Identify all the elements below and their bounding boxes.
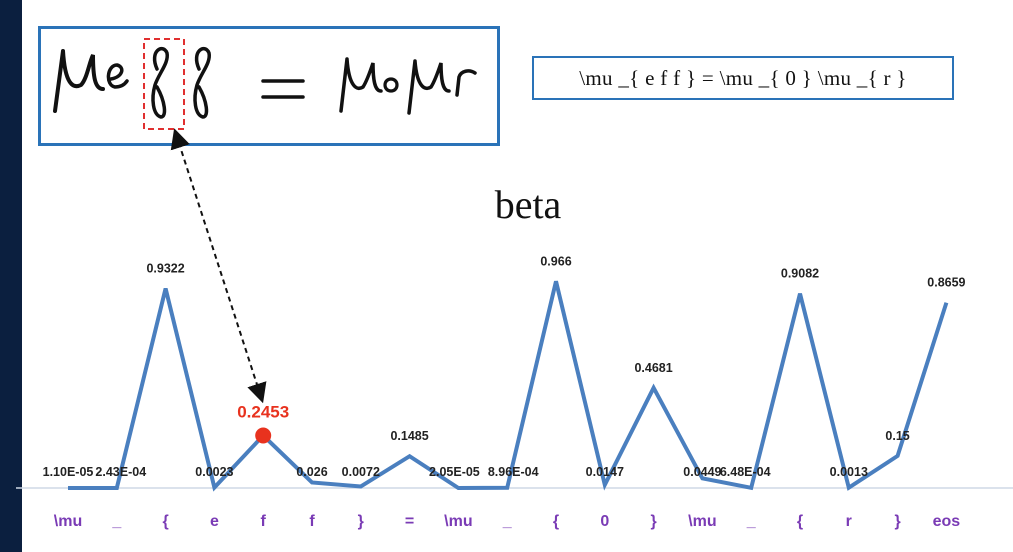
data-label: 6.48E-04: [720, 465, 771, 479]
chart-title: beta: [495, 182, 562, 227]
data-label: 2.05E-05: [429, 465, 480, 479]
x-tick-label: _: [111, 513, 122, 530]
data-label: 0.8659: [927, 276, 965, 290]
x-tick-label: e: [210, 513, 219, 530]
x-tick-label: f: [261, 513, 267, 530]
x-tick-label: }: [894, 513, 900, 530]
x-tick-label: =: [405, 513, 414, 530]
x-tick-label: }: [650, 513, 656, 530]
data-label: 0.9322: [146, 262, 184, 276]
x-tick-label: _: [746, 513, 757, 530]
data-label: 0.0449: [683, 465, 721, 479]
x-tick-label: \mu: [444, 513, 472, 530]
left-edge-bar: [0, 0, 22, 552]
data-label: 0.0013: [830, 465, 868, 479]
x-tick-label: f: [309, 513, 315, 530]
handwritten-formula-box: [38, 26, 500, 146]
data-label: 0.1485: [390, 429, 428, 443]
x-tick-label: eos: [933, 513, 961, 530]
handwritten-formula-image: [53, 38, 477, 130]
data-label: 0.4681: [634, 361, 672, 375]
link-arrow: [170, 128, 267, 404]
highlight-dashed-box: [143, 38, 185, 130]
latex-text: \mu _{ e f f } = \mu _{ 0 } \mu _{ r }: [579, 65, 907, 90]
x-tick-label: {: [797, 513, 803, 530]
data-label: 0.966: [540, 254, 571, 268]
highlight-point: [255, 427, 272, 444]
data-label: 0.0023: [195, 465, 233, 479]
x-tick-label: \mu: [54, 513, 82, 530]
data-label: 0.2453: [237, 403, 289, 422]
data-label: 8.96E-04: [488, 465, 539, 479]
x-tick-label: {: [162, 513, 168, 530]
data-label: 0.0147: [586, 465, 624, 479]
data-label: 2.43E-04: [95, 465, 146, 479]
latex-output-box: \mu _{ e f f } = \mu _{ 0 } \mu _{ r }: [532, 56, 954, 100]
data-label: 0.15: [885, 429, 909, 443]
x-tick-label: r: [846, 513, 852, 530]
x-tick-label: 0: [600, 513, 609, 530]
x-tick-label: \mu: [688, 513, 716, 530]
data-label: 0.0072: [342, 465, 380, 479]
x-tick-label: }: [358, 513, 364, 530]
data-label: 0.026: [296, 465, 327, 479]
x-tick-label: _: [502, 513, 513, 530]
data-label: 1.10E-05: [43, 465, 94, 479]
beta-series-line: [67, 280, 949, 492]
data-label: 0.9082: [781, 267, 819, 281]
x-tick-label: {: [553, 513, 559, 530]
